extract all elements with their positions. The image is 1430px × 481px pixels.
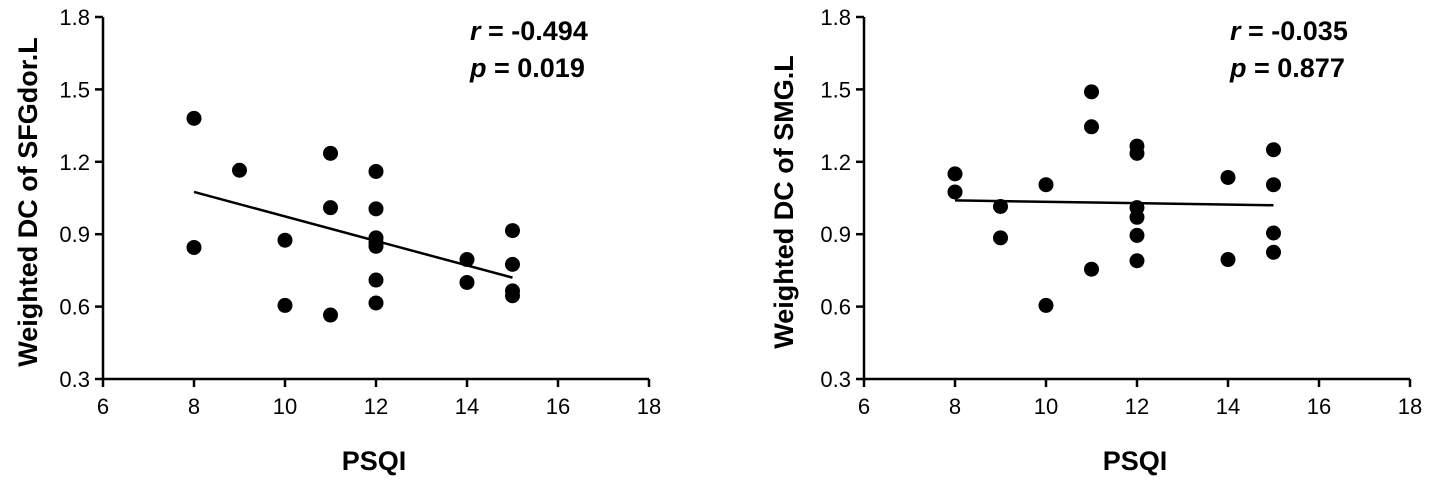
regression-line (954, 199, 1274, 207)
data-point (1084, 119, 1099, 135)
data-point (459, 252, 475, 268)
data-point (1266, 244, 1281, 260)
data-point (947, 166, 963, 182)
y-tick-label: 0.6 (59, 295, 90, 320)
y-tick-label: 1.5 (820, 77, 851, 102)
data-point (505, 223, 520, 239)
data-point (232, 162, 247, 178)
x-tick-label: 14 (1216, 394, 1240, 419)
y-axis-label: Weighted DC of SMG.L (769, 55, 799, 348)
r-statistic: r = -0.494 (470, 16, 588, 46)
y-tick-label: 0.6 (820, 295, 851, 320)
data-point (1084, 84, 1099, 100)
data-point (993, 230, 1008, 246)
x-tick-label: 10 (1034, 394, 1058, 419)
data-point (947, 184, 963, 200)
x-tick-label: 8 (949, 394, 961, 419)
x-tick-label: 18 (637, 394, 661, 419)
r-symbol: r (470, 16, 482, 46)
data-point (368, 201, 384, 217)
x-tick-label: 18 (1398, 394, 1422, 419)
y-tick-label: 0.3 (59, 367, 90, 392)
y-tick-label: 1.2 (59, 150, 90, 175)
data-point (1038, 177, 1054, 193)
data-point (1038, 297, 1054, 313)
data-point (1084, 261, 1099, 277)
data-point (323, 307, 338, 323)
data-point (368, 272, 384, 288)
p-value: = 0.019 (487, 53, 585, 83)
data-point (505, 256, 520, 272)
p-statistic: p = 0.877 (1229, 53, 1345, 83)
p-symbol: p (469, 53, 487, 83)
data-point (368, 163, 384, 179)
data-point (368, 295, 384, 311)
data-point (277, 297, 293, 313)
y-tick-label: 1.2 (820, 150, 851, 175)
data-point (323, 145, 338, 161)
r-value: = -0.035 (1241, 16, 1348, 46)
x-axis-label: PSQI (342, 446, 407, 476)
chart-panel-2: 0.3 0.6 0.9 1.2 1.5 1.8 6 8 10 12 14 16 18 PSQI Weight… (769, 5, 1422, 476)
data-point (505, 288, 520, 304)
data-point (1129, 227, 1145, 243)
data-point (368, 238, 384, 254)
x-tick-label: 10 (273, 394, 297, 419)
r-symbol: r (1230, 16, 1242, 46)
data-point (1129, 253, 1145, 269)
data-point (993, 198, 1008, 214)
x-tick-label: 6 (97, 394, 109, 419)
y-tick-label: 0.9 (820, 222, 851, 247)
y-tick-label: 0.9 (59, 222, 90, 247)
x-tick-label: 16 (546, 394, 570, 419)
data-point (1266, 142, 1281, 158)
y-tick-label: 0.3 (820, 367, 851, 392)
r-statistic: r = -0.035 (1230, 16, 1348, 46)
y-axis-label: Weighted DC of SFGdor.L (13, 37, 43, 366)
x-tick-label: 12 (364, 394, 388, 419)
data-point (1220, 252, 1236, 268)
p-value: = 0.877 (1247, 53, 1345, 83)
regression-line (193, 190, 513, 279)
chart-panel-1: 0.3 0.6 0.9 1.2 1.5 1.8 6 8 10 12 14 16 18 PSQI Weight… (13, 5, 661, 476)
x-tick-label: 8 (188, 394, 200, 419)
data-point (186, 239, 202, 255)
x-tick-label: 14 (455, 394, 479, 419)
r-value: = -0.494 (481, 16, 588, 46)
data-point (1266, 225, 1281, 241)
data-point (323, 200, 338, 216)
x-tick-label: 12 (1125, 394, 1149, 419)
y-tick-label: 1.8 (59, 5, 90, 30)
y-tick-label: 1.8 (820, 5, 851, 30)
data-point (277, 232, 293, 248)
p-symbol: p (1229, 53, 1247, 83)
x-axis-label: PSQI (1103, 446, 1168, 476)
data-point (186, 110, 202, 126)
data-point (1129, 209, 1145, 225)
data-point (459, 274, 475, 290)
data-point (1266, 177, 1281, 193)
x-tick-label: 6 (858, 394, 870, 419)
data-point (1129, 145, 1145, 161)
p-statistic: p = 0.019 (469, 53, 585, 83)
x-tick-label: 16 (1307, 394, 1331, 419)
y-tick-label: 1.5 (59, 77, 90, 102)
data-point (1220, 169, 1236, 185)
